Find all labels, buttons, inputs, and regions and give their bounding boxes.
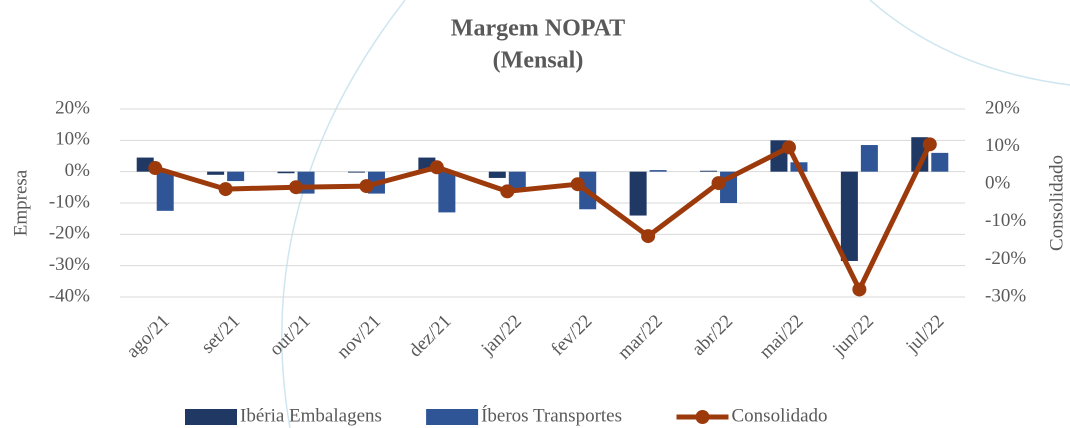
line-marker [500,184,515,199]
y2-tick-label: 0% [985,173,1011,194]
x-tick-label: dez/21 [405,311,456,362]
y2-tick-label: 10% [985,135,1020,156]
line-marker [359,179,374,194]
legend-label: Consolidado [732,405,828,426]
chart-subtitle: (Mensal) [493,48,584,74]
line [154,143,933,292]
x-tick-label: jan/22 [477,311,526,360]
line-marker [218,182,233,197]
x-tick-label: fev/22 [547,311,596,360]
y2-tick-label: 20% [985,97,1020,118]
line-marker [570,177,585,192]
x-tick-label: jun/22 [828,311,878,361]
x-tick-label: mar/22 [614,311,667,364]
x-tick-label: jul/22 [901,311,948,358]
x-tick-label: ago/21 [122,311,173,362]
bar [629,171,647,216]
y2-tick-label: -10% [985,210,1026,231]
line-marker [289,180,304,195]
x-tick-label: nov/21 [333,311,385,363]
bar [438,171,456,213]
y-tick-label: 10% [55,129,90,150]
legend-label: Íberos Transportes [481,404,622,426]
bar [227,171,245,182]
decor-arc [869,0,1070,86]
x-tick-label: set/21 [197,311,244,358]
line-marker [922,137,937,152]
bar [347,171,365,173]
bar [488,171,506,178]
y2-tick-label: -20% [985,248,1026,269]
y-tick-label: 0% [65,160,91,181]
line-marker [711,176,726,191]
bar [700,170,718,172]
line-marker [781,140,796,155]
bar [931,152,949,172]
decor-arc [281,0,406,428]
bar [649,170,667,172]
legend-label: Ibéria Embalagens [240,405,382,426]
line-marker [148,161,163,176]
x-tick-label: mai/22 [755,311,807,363]
y-tick-label: -30% [49,254,90,275]
y-tick-label: -40% [49,285,90,306]
bar [860,145,878,172]
chart-title: Margem NOPAT [451,16,625,42]
line-marker [852,282,867,297]
y2-axis-label: Consolidado [1046,155,1067,251]
bar [156,171,174,211]
x-tick-label: abr/22 [688,311,737,360]
y-tick-label: -20% [49,223,90,244]
bar [840,171,858,261]
bar [207,171,225,175]
legend-swatch [426,409,479,425]
line-marker [429,160,444,175]
legend-swatch [185,409,237,425]
y-axis-label: Empresa [10,169,31,236]
bar [508,171,526,191]
y2-tick-label: -30% [985,285,1026,306]
legend-swatch [695,410,710,424]
y-tick-label: 20% [55,97,90,118]
x-tick-label: out/21 [265,311,314,360]
line-marker [641,229,656,244]
bar [277,171,295,174]
y-tick-label: -10% [49,191,90,212]
